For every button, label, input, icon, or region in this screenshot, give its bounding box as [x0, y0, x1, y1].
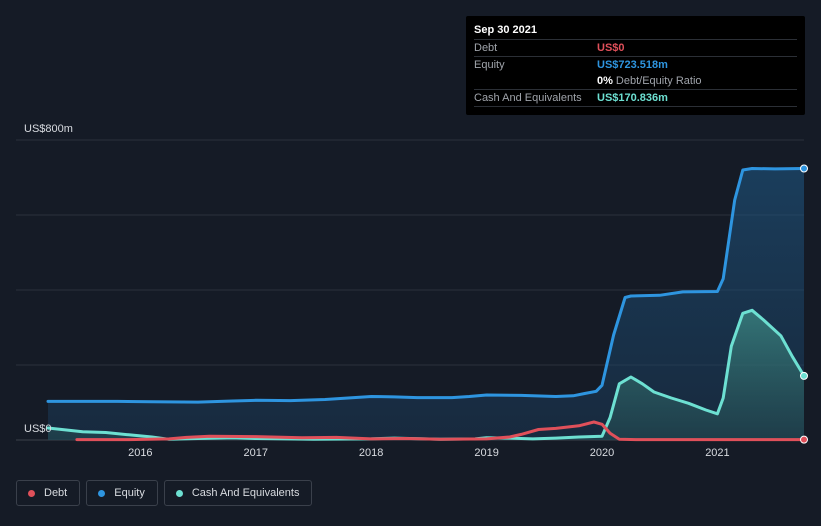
cash-area [48, 310, 804, 440]
legend-item-cash[interactable]: Cash And Equivalents [163, 480, 313, 506]
cash-dot-icon [175, 489, 183, 497]
series-lines [46, 167, 806, 442]
debt-dot-icon [28, 489, 35, 497]
y-axis-label-top: US$800m [24, 123, 73, 135]
legend-label: Equity [114, 487, 145, 499]
tooltip-label: Equity [474, 59, 505, 71]
end-markers [800, 164, 808, 444]
x-axis-ticks: 2016 2017 2018 2019 2020 2021 [128, 447, 730, 459]
debt-end-marker [800, 435, 808, 444]
tooltip-ratio-label: Debt/Equity Ratio [615, 75, 702, 87]
legend-item-debt[interactable]: Debt [16, 480, 81, 506]
cash-end-marker [800, 371, 808, 380]
x-tick-label: 2017 [244, 447, 268, 459]
tooltip-label: Cash And Equivalents [474, 92, 582, 104]
equity-area [48, 168, 804, 440]
legend-label: Cash And Equivalents [191, 487, 300, 499]
tooltip-row-equity: Equity US$723.518m [474, 57, 797, 73]
tooltip-row-cash: Cash And Equivalents US$170.836m [474, 90, 797, 107]
equity-end-marker [800, 164, 808, 173]
legend-item-equity[interactable]: Equity [86, 480, 158, 506]
x-tick-label: 2020 [590, 447, 614, 459]
tooltip-panel: Sep 30 2021 Debt US$0 Equity US$723.518m… [466, 16, 805, 115]
x-tick-label: 2019 [474, 447, 498, 459]
chart-legend: Debt Equity Cash And Equivalents [16, 480, 313, 506]
tooltip-row-ratio: 0% Debt/Equity Ratio [474, 73, 797, 90]
x-tick-label: 2021 [705, 447, 729, 459]
debt-line [75, 420, 806, 442]
legend-label: Debt [44, 487, 68, 499]
tooltip-label: Debt [474, 42, 498, 54]
equity-line [46, 167, 806, 404]
tooltip-date: Sep 30 2021 [474, 22, 797, 40]
x-tick-label: 2016 [128, 447, 152, 459]
tooltip-label [474, 73, 597, 89]
tooltip-row-debt: Debt US$0 [474, 40, 797, 57]
x-tick-label: 2018 [359, 447, 383, 459]
tooltip-value-cash: US$170.836m [597, 92, 668, 104]
tooltip-value-debt: US$0 [597, 42, 625, 54]
tooltip-value-equity: US$723.518m [597, 59, 668, 71]
equity-dot-icon [98, 489, 106, 497]
tooltip-value-ratio: 0% [597, 75, 613, 87]
series-areas [48, 168, 804, 440]
cash-line [46, 308, 806, 441]
y-axis-label-bottom: US$0 [24, 423, 52, 435]
